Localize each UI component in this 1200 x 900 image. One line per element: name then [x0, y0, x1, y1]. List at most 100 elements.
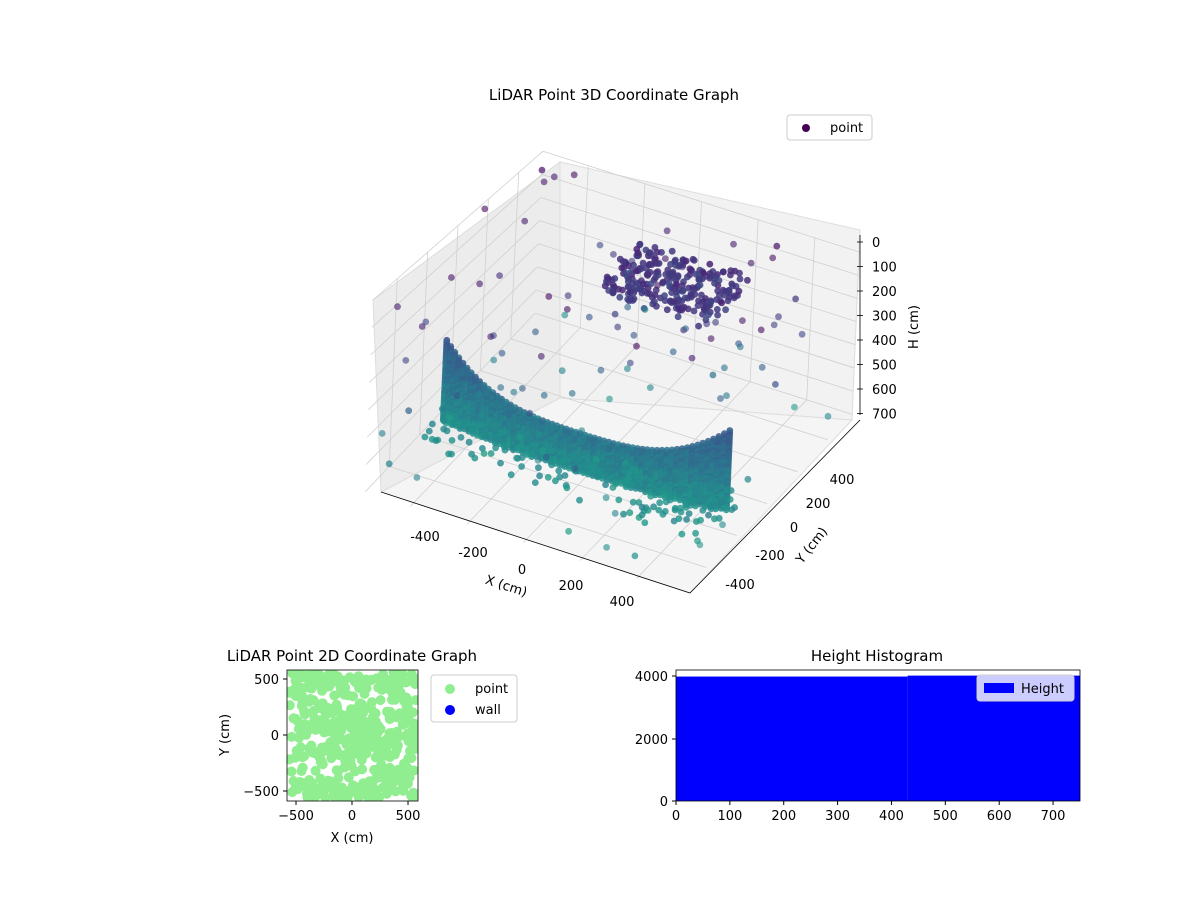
grid-line [419, 252, 429, 435]
point-3d [736, 269, 743, 277]
point-3d [496, 272, 503, 279]
point-2d [307, 680, 318, 691]
point-3d [510, 388, 518, 396]
point-3d [564, 292, 572, 300]
point-2d [288, 776, 299, 786]
point-3d [497, 436, 505, 444]
point-2d [374, 792, 385, 801]
point-3d [602, 481, 609, 489]
point-2d [392, 773, 403, 784]
point-2d [377, 782, 388, 793]
point-3d [479, 445, 486, 452]
point-3d [421, 433, 429, 441]
point-3d [521, 217, 529, 225]
point-3d [695, 322, 702, 330]
point-3d [707, 485, 715, 493]
point-2d [330, 730, 340, 741]
grid-line [388, 278, 398, 467]
point-2d [405, 745, 415, 756]
point-3d [703, 320, 711, 328]
point-3d [651, 244, 659, 251]
point-2d [389, 749, 400, 760]
point-3d [537, 352, 545, 360]
x-tick-label: −500 [278, 809, 314, 824]
point-3d [578, 427, 586, 435]
x-tick-label: 700 [1041, 809, 1066, 824]
point-3d [727, 267, 735, 275]
point-3d [405, 407, 413, 415]
point-3d [615, 285, 622, 293]
point-2d [375, 695, 386, 706]
point-3d [479, 432, 487, 440]
point-3d [605, 445, 613, 453]
point-3d [628, 257, 636, 265]
point-3d [630, 331, 638, 339]
point-2d [287, 700, 295, 711]
point-3d [747, 259, 755, 267]
point-3d [611, 275, 619, 282]
point-3d [709, 371, 717, 379]
point-3d [724, 297, 732, 305]
point-3d [713, 296, 720, 303]
point-2d [303, 696, 314, 707]
chart-2d-x-label: X (cm) [331, 831, 374, 846]
point-2d [408, 732, 418, 743]
point-3d [690, 257, 698, 264]
point-3d [673, 280, 680, 288]
point-3d [385, 460, 393, 468]
point-3d [720, 291, 728, 299]
point-3d [647, 280, 655, 288]
point-3d [714, 287, 722, 295]
point-3d [497, 459, 504, 467]
point-2d [364, 719, 375, 730]
point-3d [590, 464, 597, 471]
x-tick-label: -200 [458, 546, 488, 561]
point-3d [772, 381, 779, 388]
point-3d [480, 450, 488, 457]
point-3d [647, 492, 655, 500]
point-2d [366, 697, 377, 708]
y-tick-group: -400 -200 0 200 400 [725, 473, 854, 593]
point-3d [531, 479, 539, 486]
point-3d [661, 292, 668, 300]
z-axis-label: H (cm) [907, 305, 922, 349]
point-3d [620, 510, 627, 518]
point-3d [490, 356, 498, 364]
point-3d [429, 420, 436, 428]
chart-2d: LiDAR Point 2D Coordinate Graph −500 0 5… [218, 647, 518, 846]
point-3d [633, 245, 641, 253]
point-3d [663, 227, 671, 235]
point-3d [654, 271, 662, 279]
point-3d [468, 450, 475, 458]
point-3d [597, 366, 605, 374]
point-3d [624, 303, 632, 311]
point-3d [744, 276, 751, 284]
point-2d [358, 778, 369, 789]
point-2d [306, 724, 316, 734]
point-2d [358, 708, 368, 718]
point-3d [824, 412, 832, 420]
point-3d [439, 405, 446, 413]
point-2d [401, 702, 412, 713]
y-tick-label: 400 [830, 473, 855, 488]
point-3d [696, 484, 704, 492]
point-3d [603, 544, 610, 551]
point-3d [448, 437, 456, 444]
grid-line [510, 338, 828, 441]
x-tick-label: 500 [933, 809, 958, 824]
point-2d [346, 787, 357, 798]
point-3d [506, 424, 513, 431]
point-3d [534, 456, 542, 464]
grid-line [510, 172, 520, 339]
point-2d [287, 731, 297, 742]
point-3d [670, 298, 678, 305]
chart-histogram: Height Histogram 0 100 200 300 400 500 600 700 … [635, 647, 1081, 824]
point-3d [568, 390, 576, 397]
point-3d [621, 467, 629, 475]
point-3d [674, 313, 682, 321]
point-3d [736, 275, 744, 283]
point-2d [404, 715, 415, 726]
point-3d [592, 455, 600, 463]
points-2d [287, 670, 418, 801]
point-3d [606, 395, 613, 403]
